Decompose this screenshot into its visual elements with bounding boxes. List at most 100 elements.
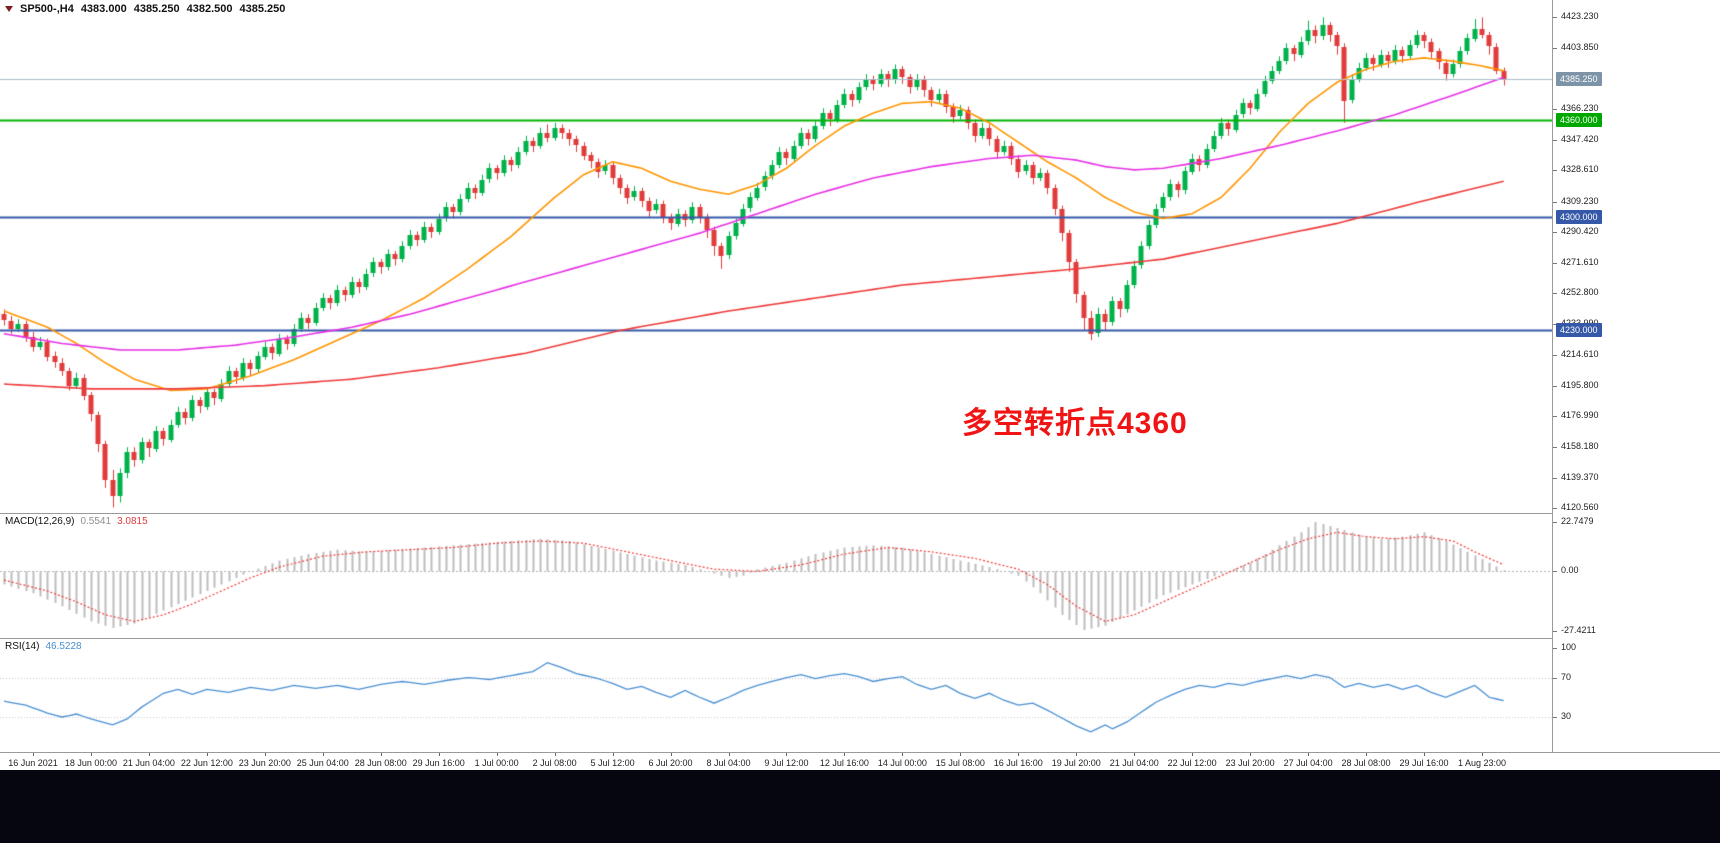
time-axis-label: 21 Jun 04:00 [122, 758, 175, 768]
time-axis-label: 22 Jul 12:00 [1167, 758, 1217, 768]
axis-tick-mark [148, 753, 150, 756]
axis-tick-mark [1553, 263, 1557, 264]
price-axis-label: 70 [1561, 672, 1572, 682]
axis-tick-mark [960, 753, 962, 756]
axis-tick-mark [1553, 140, 1557, 141]
axis-tick-mark [786, 753, 788, 756]
axis-tick-mark [670, 753, 672, 756]
panel-divider [0, 752, 1720, 753]
price-axis-label: 4252.800 [1561, 287, 1599, 297]
time-axis-label: 9 Jul 12:00 [764, 758, 809, 768]
axis-tick-mark [32, 753, 34, 756]
axis-tick-mark [844, 753, 846, 756]
price-axis-label: 30 [1561, 711, 1572, 721]
axis-tick-mark [496, 753, 498, 756]
rsi-indicator-canvas[interactable] [0, 638, 1552, 752]
axis-tick-mark [264, 753, 266, 756]
price-axis-label: 4290.420 [1561, 226, 1599, 236]
time-axis-label: 28 Jun 08:00 [354, 758, 407, 768]
axis-tick-mark [1076, 753, 1078, 756]
price-tag-4230: 4230.000 [1556, 323, 1602, 337]
high-price: 4385.250 [133, 3, 180, 15]
time-axis-label: 15 Jul 08:00 [935, 758, 985, 768]
axis-tick-mark [1553, 386, 1557, 387]
axis-tick-mark [1481, 753, 1483, 756]
time-axis[interactable]: 16 Jun 2021 18 Jun 00:00 21 Jun 04:00 22 Ju… [0, 753, 1720, 770]
time-axis-label: 21 Jul 04:00 [1109, 758, 1159, 768]
main-chart-canvas[interactable] [0, 0, 1552, 513]
axis-tick-mark [554, 753, 556, 756]
axis-tick-mark [322, 753, 324, 756]
price-axis-label: 4347.420 [1561, 134, 1599, 144]
time-axis-label: 29 Jun 16:00 [412, 758, 465, 768]
time-axis-label: 22 Jun 12:00 [180, 758, 233, 768]
axis-tick-mark [380, 753, 382, 756]
open-price: 4383.000 [80, 3, 127, 15]
time-axis-label: 29 Jul 16:00 [1399, 758, 1449, 768]
rsi-label: RSI(14) [5, 641, 40, 652]
axis-tick-mark [1553, 416, 1557, 417]
rsi-header: RSI(14) 46.5228 [5, 641, 82, 652]
axis-divider [1552, 0, 1553, 752]
close-price: 4385.250 [239, 3, 286, 15]
macd-header: MACD(12,26,9) 0.5541 3.0815 [5, 516, 148, 527]
time-axis-label: 28 Jul 08:00 [1341, 758, 1391, 768]
time-axis-label: 14 Jul 00:00 [877, 758, 927, 768]
axis-tick-mark [1553, 678, 1557, 679]
price-axis-label: 4214.610 [1561, 349, 1599, 359]
price-axis-label: -27.4211 [1561, 625, 1596, 635]
price-axis-label: 4309.230 [1561, 196, 1599, 206]
price-axis-label: 4271.610 [1561, 257, 1599, 267]
time-axis-label: 16 Jun 2021 [8, 758, 58, 768]
axis-tick-mark [1553, 48, 1557, 49]
time-axis-label: 25 Jun 04:00 [296, 758, 349, 768]
bottom-dark-bar [0, 770, 1720, 843]
price-axis-label: 4366.230 [1561, 103, 1599, 113]
time-axis-label: 5 Jul 12:00 [590, 758, 635, 768]
axis-tick-mark [1250, 753, 1252, 756]
macd-label: MACD(12,26,9) [5, 516, 75, 527]
time-axis-label: 23 Jul 20:00 [1225, 758, 1275, 768]
time-axis-label: 27 Jul 04:00 [1283, 758, 1333, 768]
axis-tick-mark [1553, 508, 1557, 509]
rsi-value: 46.5228 [45, 641, 82, 652]
price-axis-label: 4328.610 [1561, 164, 1599, 174]
price-axis-label: 4139.370 [1561, 472, 1599, 482]
price-axis-label: 4195.800 [1561, 380, 1599, 390]
price-axis-label: 100 [1561, 642, 1577, 652]
price-axis-label: 4176.990 [1561, 410, 1599, 420]
macd-indicator-canvas[interactable] [0, 513, 1552, 638]
price-tag-4300: 4300.000 [1556, 210, 1602, 224]
axis-tick-mark [1553, 571, 1557, 572]
axis-tick-mark [206, 753, 208, 756]
price-tag-4360: 4360.000 [1556, 113, 1602, 127]
axis-tick-mark [1553, 232, 1557, 233]
macd-main-value: 0.5541 [80, 516, 112, 527]
price-axis-label: 22.7479 [1561, 516, 1594, 526]
time-axis-label: 2 Jul 08:00 [532, 758, 577, 768]
time-axis-label: 6 Jul 20:00 [648, 758, 693, 768]
axis-tick-mark [1553, 631, 1557, 632]
time-axis-label: 8 Jul 04:00 [706, 758, 751, 768]
axis-tick-mark [1553, 324, 1557, 325]
axis-tick-mark [1553, 522, 1557, 523]
axis-tick-mark [1018, 753, 1020, 756]
axis-tick-mark [1366, 753, 1368, 756]
price-axis-label: 0.00 [1561, 565, 1579, 575]
axis-tick-mark [902, 753, 904, 756]
bull-bear-annotation: 多空转折点4360 [962, 407, 1188, 440]
axis-tick-mark [1553, 648, 1557, 649]
price-axis[interactable]: 4423.230 4403.850 4366.230 4347.420 4328.610… [1553, 0, 1720, 752]
axis-tick-mark [1553, 109, 1557, 110]
panel-divider[interactable] [0, 638, 1720, 639]
macd-signal-value: 3.0815 [117, 516, 148, 527]
low-price: 4382.500 [186, 3, 233, 15]
axis-tick-mark [438, 753, 440, 756]
time-axis-label: 16 Jul 16:00 [993, 758, 1043, 768]
price-axis-label: 4120.560 [1561, 502, 1599, 512]
axis-tick-mark [1134, 753, 1136, 756]
axis-tick-mark [1308, 753, 1310, 756]
axis-tick-mark [1553, 717, 1557, 718]
panel-divider[interactable] [0, 513, 1720, 514]
